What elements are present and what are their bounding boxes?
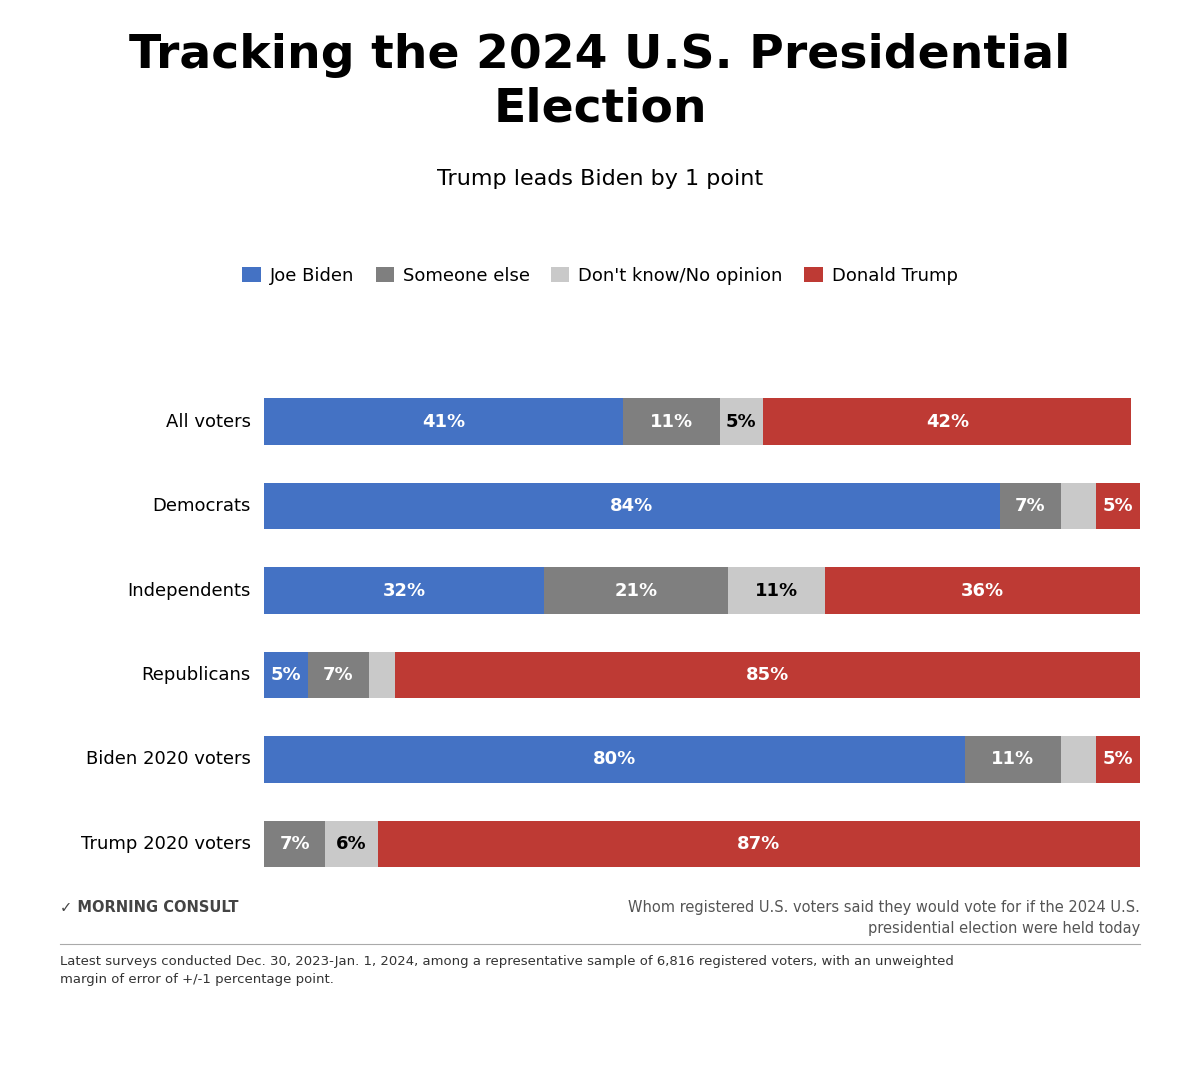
Text: 11%: 11% <box>649 412 692 431</box>
Text: 7%: 7% <box>323 666 354 684</box>
Bar <box>264 820 325 867</box>
Text: 85%: 85% <box>746 666 790 684</box>
Bar <box>264 651 307 698</box>
Bar <box>728 567 824 614</box>
Bar <box>824 567 1140 614</box>
Bar <box>264 736 965 782</box>
Text: 87%: 87% <box>737 835 780 853</box>
Text: Independents: Independents <box>127 582 251 600</box>
Text: 84%: 84% <box>611 497 654 515</box>
Bar <box>370 651 396 698</box>
Text: 36%: 36% <box>961 582 1004 600</box>
Text: Whom registered U.S. voters said they would vote for if the 2024 U.S.
presidenti: Whom registered U.S. voters said they wo… <box>628 900 1140 936</box>
Bar <box>325 820 378 867</box>
Bar <box>1061 736 1096 782</box>
Bar <box>264 567 545 614</box>
Text: 5%: 5% <box>1103 751 1134 768</box>
Text: 5%: 5% <box>270 666 301 684</box>
Text: 7%: 7% <box>1015 497 1046 515</box>
Bar <box>1096 736 1140 782</box>
Bar <box>545 567 728 614</box>
Text: 80%: 80% <box>593 751 636 768</box>
Text: 41%: 41% <box>422 412 466 431</box>
Text: 7%: 7% <box>280 835 310 853</box>
Text: 21%: 21% <box>614 582 658 600</box>
Bar <box>1000 483 1061 529</box>
Text: 5%: 5% <box>726 412 757 431</box>
Text: 11%: 11% <box>991 751 1034 768</box>
Text: Tracking the 2024 U.S. Presidential
Election: Tracking the 2024 U.S. Presidential Elec… <box>130 33 1070 132</box>
Bar <box>623 398 720 445</box>
Text: 32%: 32% <box>383 582 426 600</box>
Bar <box>720 398 763 445</box>
Text: Democrats: Democrats <box>152 497 251 515</box>
Text: Trump 2020 voters: Trump 2020 voters <box>80 835 251 853</box>
Text: 5%: 5% <box>1103 497 1134 515</box>
Text: Latest surveys conducted Dec. 30, 2023-Jan. 1, 2024, among a representative samp: Latest surveys conducted Dec. 30, 2023-J… <box>60 955 954 985</box>
Legend: Joe Biden, Someone else, Don't know/No opinion, Donald Trump: Joe Biden, Someone else, Don't know/No o… <box>235 260 965 292</box>
Text: 11%: 11% <box>755 582 798 600</box>
Text: 42%: 42% <box>925 412 968 431</box>
Bar <box>307 651 370 698</box>
Bar <box>396 651 1140 698</box>
Bar <box>264 398 623 445</box>
Bar <box>763 398 1132 445</box>
Text: Biden 2020 voters: Biden 2020 voters <box>86 751 251 768</box>
Bar <box>264 483 1000 529</box>
Bar <box>965 736 1061 782</box>
Bar <box>1096 483 1140 529</box>
Bar <box>1061 483 1096 529</box>
Text: Republicans: Republicans <box>142 666 251 684</box>
Text: 6%: 6% <box>336 835 367 853</box>
Text: Trump leads Biden by 1 point: Trump leads Biden by 1 point <box>437 169 763 189</box>
Bar <box>378 820 1140 867</box>
Text: All voters: All voters <box>166 412 251 431</box>
Text: ✓ MORNING CONSULT: ✓ MORNING CONSULT <box>60 900 239 915</box>
